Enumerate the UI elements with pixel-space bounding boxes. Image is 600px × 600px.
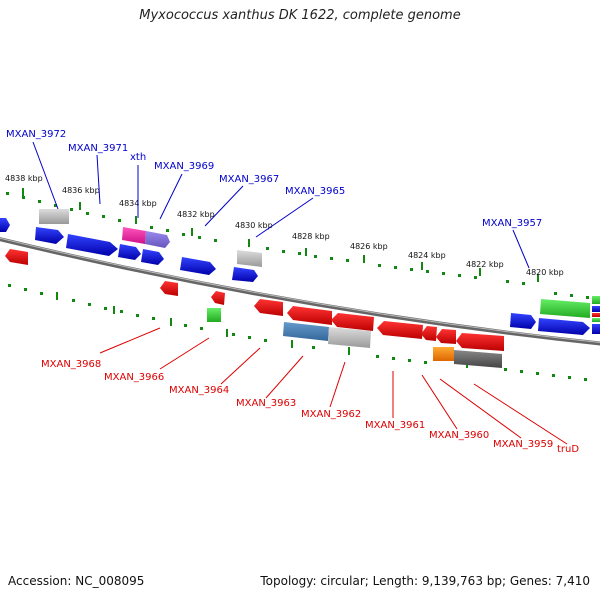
gene-arrow[interactable] — [145, 231, 170, 248]
reverse-gene-label[interactable]: MXAN_3959 — [493, 439, 553, 450]
gene-arrow[interactable] — [66, 234, 118, 256]
reverse-leader-lines — [99, 327, 568, 445]
reverse-gene-label[interactable]: MXAN_3966 — [104, 372, 164, 383]
gene-arrow[interactable] — [454, 350, 502, 368]
gene-arrow[interactable] — [592, 324, 600, 334]
gene-arrow[interactable] — [35, 227, 64, 244]
gene-arrow[interactable] — [122, 227, 146, 244]
gene-arrow[interactable] — [160, 281, 178, 296]
reverse-gene-label[interactable]: MXAN_3963 — [236, 398, 296, 409]
gene-arrow[interactable] — [5, 249, 28, 265]
scale-label: 4838 kbp — [5, 174, 43, 183]
gene-arrow[interactable] — [331, 313, 374, 331]
gene-arrow[interactable] — [180, 257, 216, 275]
scale-label: 4824 kbp — [408, 251, 446, 260]
gene-arrow[interactable] — [211, 291, 225, 305]
forward-gene-label[interactable]: MXAN_3971 — [68, 143, 128, 154]
gene-arrow[interactable] — [287, 306, 332, 325]
reverse-gene-label[interactable]: MXAN_3968 — [41, 359, 101, 370]
genome-summary-text: Topology: circular; Length: 9,139,763 bp… — [260, 574, 590, 588]
forward-gene-label[interactable]: MXAN_3967 — [219, 174, 279, 185]
gene-arrow[interactable] — [538, 318, 590, 335]
gene-arrow[interactable] — [510, 313, 536, 329]
gene-arrow[interactable] — [254, 299, 283, 316]
forward-strand-features — [0, 209, 600, 335]
gene-arrow[interactable] — [540, 299, 590, 318]
outer-tick-ring — [6, 188, 589, 299]
gene-arrow[interactable] — [237, 250, 262, 267]
forward-gene-label[interactable]: xth — [130, 152, 146, 163]
gene-arrow[interactable] — [207, 308, 221, 322]
reverse-gene-label[interactable]: MXAN_3960 — [429, 430, 489, 441]
gene-arrow[interactable] — [592, 296, 600, 304]
gene-arrow[interactable] — [118, 244, 141, 260]
scale-label: 4836 kbp — [62, 186, 100, 195]
gene-arrow[interactable] — [283, 322, 329, 341]
gene-arrow[interactable] — [592, 306, 600, 312]
scale-label: 4822 kbp — [466, 260, 504, 269]
gene-arrow[interactable] — [592, 313, 600, 317]
gene-arrow[interactable] — [232, 267, 258, 282]
gene-arrow[interactable] — [456, 333, 504, 351]
scale-label: 4832 kbp — [177, 210, 215, 219]
gene-arrow[interactable] — [436, 329, 456, 344]
gene-arrow[interactable] — [433, 347, 454, 361]
reverse-gene-label[interactable]: MXAN_3964 — [169, 385, 229, 396]
scale-label: 4820 kbp — [526, 268, 564, 277]
reverse-gene-label[interactable]: MXAN_3962 — [301, 409, 361, 420]
forward-leader-lines — [32, 141, 530, 269]
accession-text: Accession: NC_008095 — [8, 574, 145, 588]
reverse-strand-features — [5, 249, 504, 368]
gene-arrow[interactable] — [141, 249, 164, 265]
scale-label: 4826 kbp — [350, 242, 388, 251]
gene-arrow[interactable] — [39, 209, 69, 224]
reverse-gene-label[interactable]: truD — [557, 444, 579, 455]
gene-arrow[interactable] — [592, 318, 600, 322]
scale-label: 4828 kbp — [292, 232, 330, 241]
forward-gene-label[interactable]: MXAN_3972 — [6, 129, 66, 140]
gene-arrow[interactable] — [0, 218, 10, 232]
reverse-gene-label[interactable]: MXAN_3961 — [365, 420, 425, 431]
gene-arrow[interactable] — [421, 326, 437, 341]
forward-gene-label[interactable]: MXAN_3965 — [285, 186, 345, 197]
forward-gene-label[interactable]: MXAN_3969 — [154, 161, 214, 172]
inner-tick-ring — [8, 284, 587, 381]
map-title: Myxococcus xanthus DK 1622, complete gen… — [139, 8, 461, 23]
gene-arrow[interactable] — [377, 321, 423, 339]
forward-gene-label[interactable]: MXAN_3957 — [482, 218, 542, 229]
genome-backbone — [0, 237, 600, 346]
scale-label: 4830 kbp — [235, 221, 273, 230]
gene-arrow[interactable] — [328, 327, 371, 348]
